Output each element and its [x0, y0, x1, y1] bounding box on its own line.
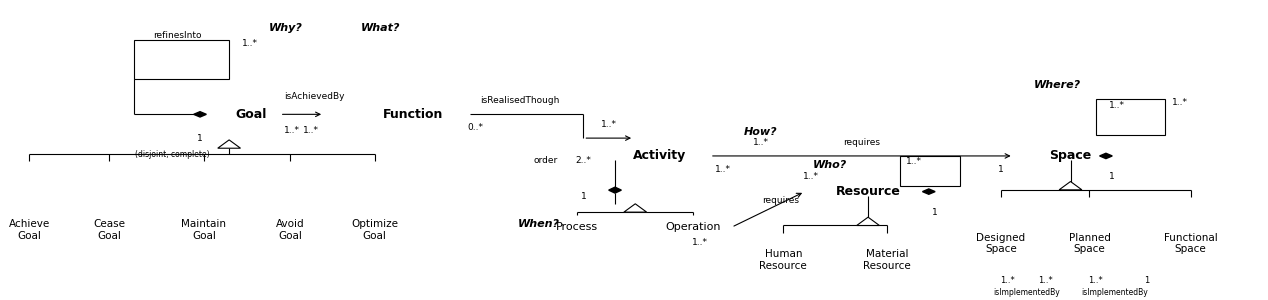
Text: Maintain
Goal: Maintain Goal: [181, 220, 226, 241]
Text: isAchievedBy: isAchievedBy: [284, 92, 345, 101]
Text: Activity: Activity: [633, 149, 686, 162]
Polygon shape: [1059, 182, 1082, 190]
Text: 1: 1: [197, 134, 203, 142]
Text: Avoid
Goal: Avoid Goal: [275, 220, 304, 241]
Text: refinesInto: refinesInto: [153, 31, 202, 40]
Text: (disjoint, complete): (disjoint, complete): [134, 150, 209, 159]
Text: 1: 1: [998, 165, 1004, 174]
Text: 1..*: 1..*: [1108, 101, 1125, 110]
Text: 1..*: 1..*: [303, 126, 320, 135]
Text: Cease
Goal: Cease Goal: [93, 220, 126, 241]
Text: Designed
Space: Designed Space: [976, 233, 1026, 254]
Polygon shape: [857, 217, 880, 226]
Text: 1..*: 1..*: [601, 120, 616, 129]
Text: How?: How?: [744, 127, 777, 137]
Text: Space: Space: [1050, 149, 1092, 162]
Polygon shape: [1099, 153, 1112, 159]
Text: 0..*: 0..*: [468, 123, 484, 132]
Text: 1: 1: [1144, 276, 1149, 285]
Text: isImplementedBy: isImplementedBy: [1082, 288, 1148, 297]
Text: isRealisedThough: isRealisedThough: [481, 97, 559, 106]
Text: Who?: Who?: [813, 160, 847, 170]
Text: 1..*: 1..*: [752, 138, 768, 147]
Text: Optimize
Goal: Optimize Goal: [351, 220, 398, 241]
Text: Achieve
Goal: Achieve Goal: [9, 220, 49, 241]
Text: When?: When?: [519, 219, 560, 229]
Text: 1: 1: [1110, 172, 1115, 181]
Text: Planned
Space: Planned Space: [1069, 233, 1111, 254]
Text: 1..*: 1..*: [803, 172, 819, 181]
Polygon shape: [624, 204, 647, 212]
Text: Material
Resource: Material Resource: [864, 249, 910, 271]
Text: 1..*: 1..*: [284, 126, 301, 135]
Text: Process: Process: [555, 222, 598, 232]
Text: 1..*: 1..*: [715, 165, 730, 174]
Text: Functional
Space: Functional Space: [1164, 233, 1217, 254]
Text: 1..*: 1..*: [1088, 276, 1103, 285]
Text: 1..*: 1..*: [907, 158, 922, 166]
Polygon shape: [609, 187, 621, 193]
Text: 1..*: 1..*: [1172, 98, 1188, 107]
Text: Human
Resource: Human Resource: [760, 249, 808, 271]
Text: order: order: [534, 156, 558, 165]
Text: 1..*: 1..*: [692, 238, 708, 247]
Text: 2..*: 2..*: [576, 156, 591, 165]
Text: Operation: Operation: [666, 222, 721, 232]
Text: 1..*: 1..*: [1037, 276, 1052, 285]
Polygon shape: [194, 112, 207, 117]
Text: 1..*: 1..*: [1000, 276, 1014, 285]
Polygon shape: [923, 189, 935, 194]
Text: 1: 1: [581, 192, 586, 201]
Text: requires: requires: [843, 138, 880, 147]
Text: Resource: Resource: [836, 185, 900, 198]
Text: Where?: Where?: [1035, 80, 1082, 90]
Text: Function: Function: [383, 108, 443, 121]
Text: Goal: Goal: [235, 108, 266, 121]
Polygon shape: [218, 140, 241, 148]
Text: What?: What?: [361, 23, 401, 33]
Text: 1: 1: [932, 208, 938, 217]
Text: requires: requires: [762, 196, 799, 205]
Text: 1..*: 1..*: [242, 38, 257, 47]
Text: Why?: Why?: [269, 23, 303, 33]
Text: isImplementedBy: isImplementedBy: [993, 288, 1060, 297]
